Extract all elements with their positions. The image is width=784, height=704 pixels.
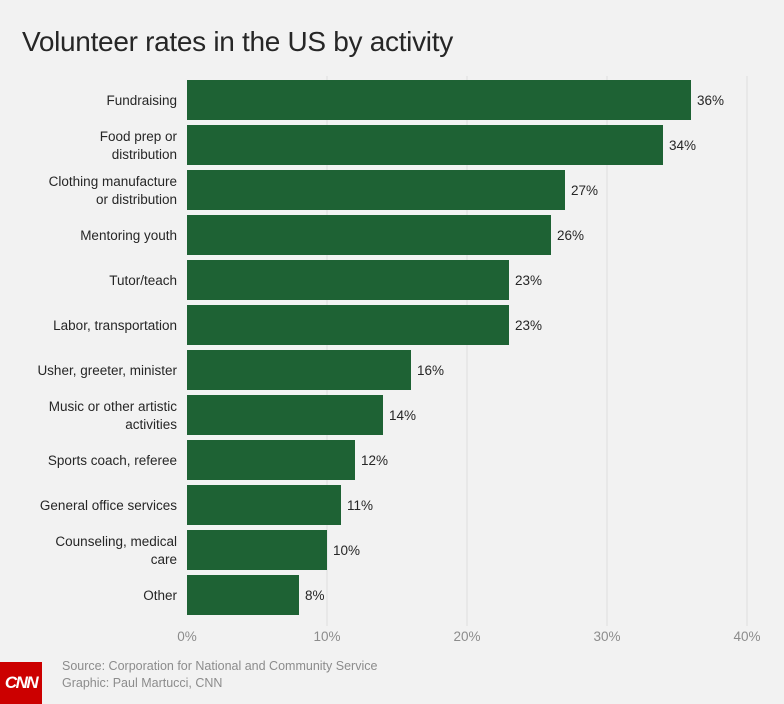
- category-label: Clothing manufacture or distribution: [49, 174, 177, 207]
- value-label: 27%: [571, 183, 598, 198]
- value-label: 10%: [333, 543, 360, 558]
- category-label: Mentoring youth: [80, 228, 177, 243]
- value-label: 34%: [669, 138, 696, 153]
- category-label: Counseling, medical care: [55, 534, 177, 567]
- chart-title: Volunteer rates in the US by activity: [22, 26, 453, 57]
- category-label: Tutor/teach: [109, 273, 177, 288]
- category-label: Usher, greeter, minister: [37, 363, 177, 378]
- bar: [187, 485, 341, 525]
- x-tick-label: 10%: [313, 629, 340, 644]
- bar: [187, 260, 509, 300]
- category-labels: Fundraising Food prep or distribution Cloth…: [37, 93, 177, 603]
- bar: [187, 215, 551, 255]
- bar: [187, 440, 355, 480]
- cnn-logo: CNN: [0, 662, 42, 704]
- category-label: Food prep or distribution: [100, 129, 178, 162]
- x-tick-label: 40%: [733, 629, 760, 644]
- value-label: 23%: [515, 318, 542, 333]
- category-label: Other: [143, 588, 177, 603]
- value-label: 16%: [417, 363, 444, 378]
- value-label: 12%: [361, 453, 388, 468]
- source-note: Source: Corporation for National and Com…: [62, 659, 378, 673]
- bar: [187, 575, 299, 615]
- category-label: General office services: [40, 498, 177, 513]
- bar: [187, 350, 411, 390]
- bar: [187, 395, 383, 435]
- bar: [187, 305, 509, 345]
- bar: [187, 530, 327, 570]
- value-label: 23%: [515, 273, 542, 288]
- bar: [187, 125, 663, 165]
- value-labels: 36% 34% 27% 26% 23% 23% 16% 14% 12% 11% 10% 8%: [305, 93, 724, 603]
- category-label: Music or other artistic activities: [49, 399, 178, 432]
- value-label: 14%: [389, 408, 416, 423]
- bar-chart: Fundraising Food prep or distribution Cloth…: [37, 76, 761, 644]
- category-label: Fundraising: [106, 93, 177, 108]
- category-label: Sports coach, referee: [48, 453, 177, 468]
- value-label: 11%: [347, 498, 373, 513]
- x-tick-label: 30%: [593, 629, 620, 644]
- x-tick-label: 0%: [177, 629, 197, 644]
- value-label: 8%: [305, 588, 325, 603]
- x-axis-ticks: 0% 10% 20% 30% 40%: [177, 629, 760, 644]
- graphic-credit: Graphic: Paul Martucci, CNN: [62, 676, 223, 690]
- bar: [187, 170, 565, 210]
- bar: [187, 80, 691, 120]
- bars: [187, 80, 691, 615]
- value-label: 36%: [697, 93, 724, 108]
- x-tick-label: 20%: [453, 629, 480, 644]
- value-label: 26%: [557, 228, 584, 243]
- category-label: Labor, transportation: [53, 318, 177, 333]
